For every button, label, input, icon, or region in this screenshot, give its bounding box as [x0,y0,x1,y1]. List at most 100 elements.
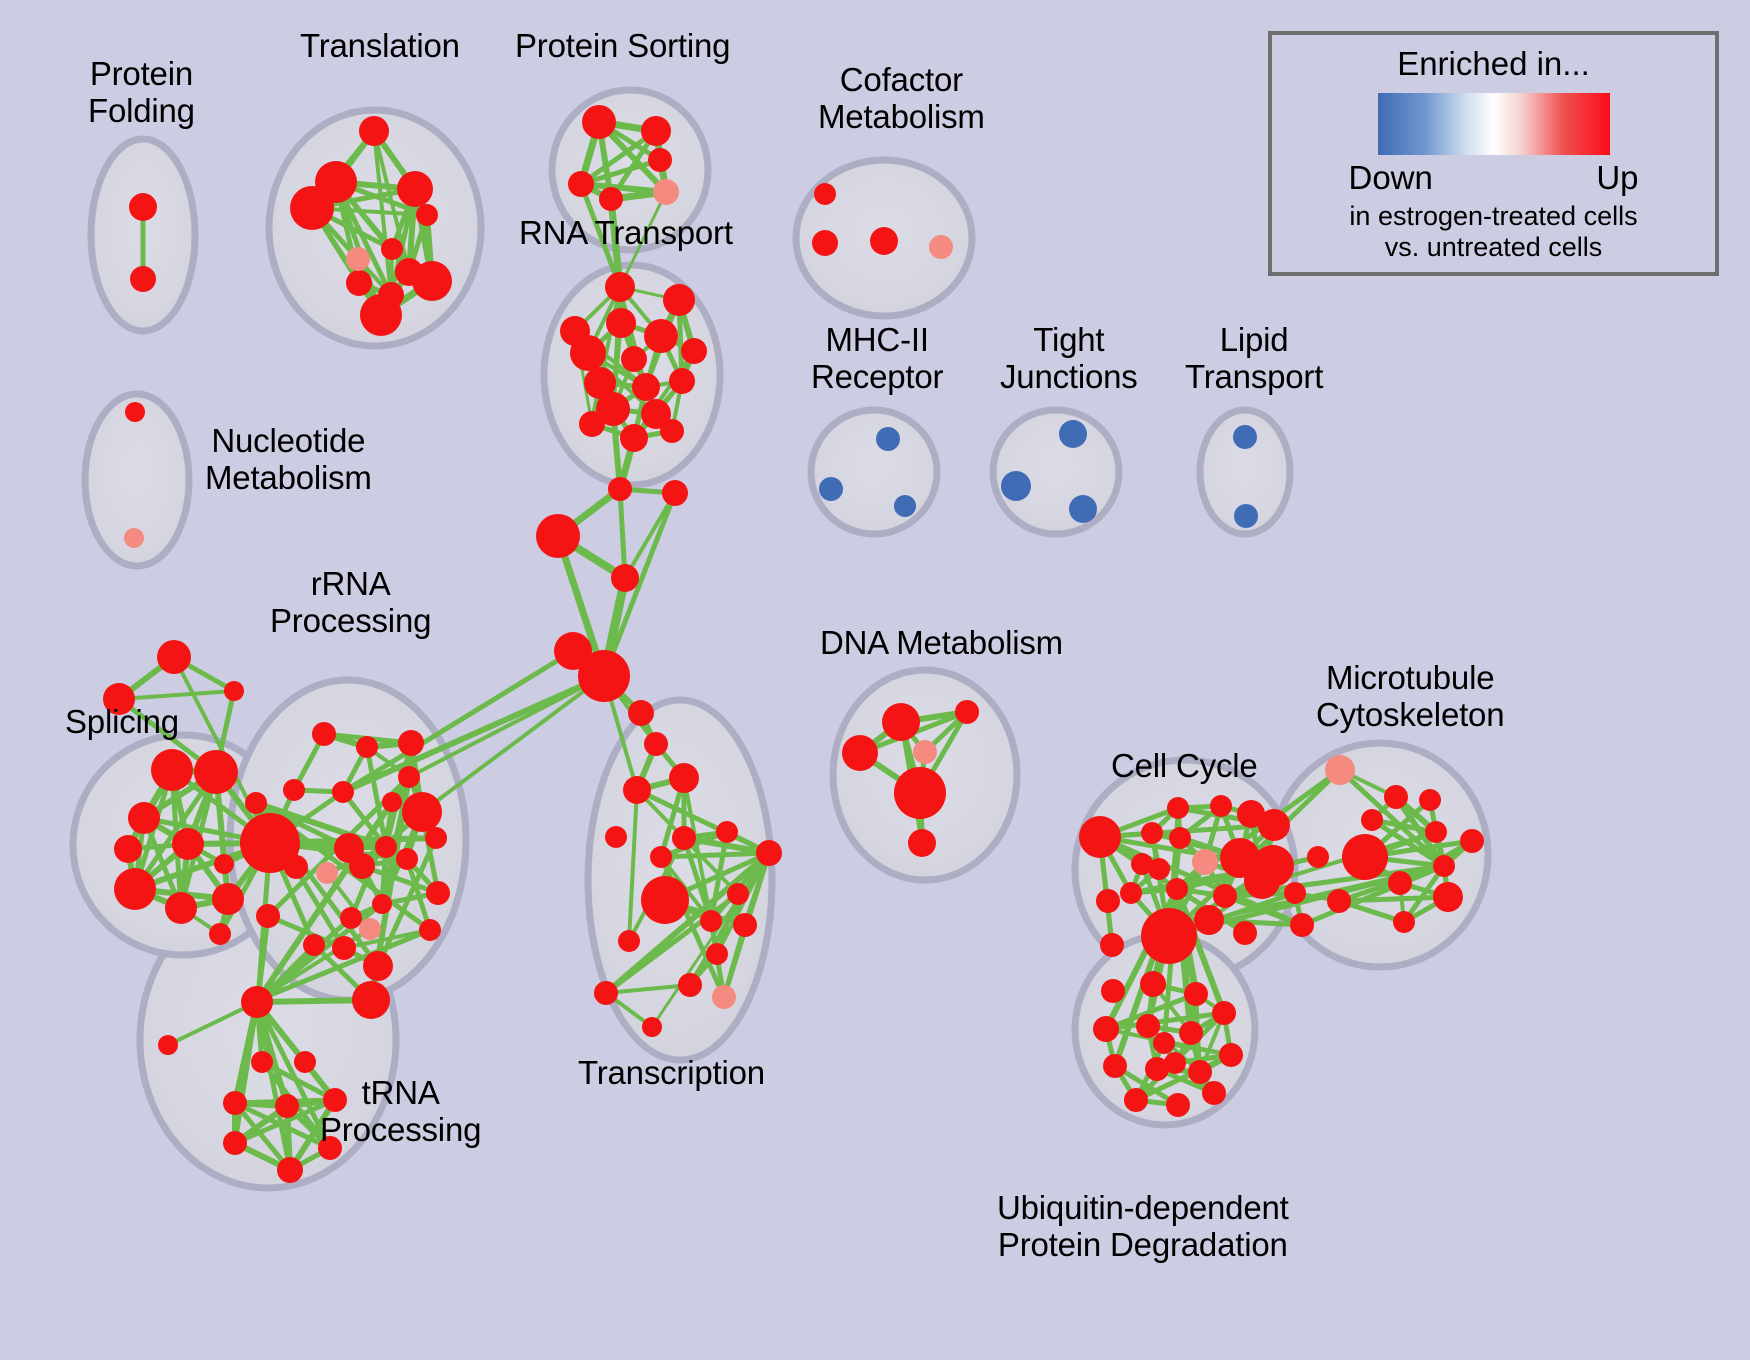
network-node[interactable] [1140,971,1166,997]
network-node[interactable] [397,171,433,207]
network-node[interactable] [1001,471,1031,501]
network-node[interactable] [103,683,135,715]
network-node[interactable] [1093,1016,1119,1042]
network-node[interactable] [340,907,362,929]
network-node[interactable] [332,781,354,803]
network-node[interactable] [1120,882,1142,904]
network-node[interactable] [346,270,372,296]
network-node[interactable] [672,826,696,850]
network-node[interactable] [1188,1060,1212,1084]
network-node[interactable] [623,776,651,804]
network-node[interactable] [1419,789,1441,811]
network-node[interactable] [1166,878,1188,900]
network-node[interactable] [382,792,402,812]
network-node[interactable] [1210,795,1232,817]
network-node[interactable] [876,427,900,451]
network-node[interactable] [356,736,378,758]
network-node[interactable] [756,840,782,866]
network-node[interactable] [642,1017,662,1037]
network-node[interactable] [412,261,452,301]
network-node[interactable] [1141,908,1197,964]
network-node[interactable] [1284,882,1306,904]
network-node[interactable] [125,402,145,422]
network-node[interactable] [727,883,749,905]
network-node[interactable] [681,338,707,364]
network-node[interactable] [1169,827,1191,849]
network-node[interactable] [870,227,898,255]
network-node[interactable] [1136,1014,1160,1038]
network-node[interactable] [416,204,438,226]
network-node[interactable] [312,722,336,746]
network-node[interactable] [294,1051,316,1073]
network-node[interactable] [128,802,160,834]
network-node[interactable] [641,116,671,146]
network-node[interactable] [1164,1052,1186,1074]
network-node[interactable] [224,681,244,701]
network-node[interactable] [1131,853,1153,875]
network-node[interactable] [1425,821,1447,843]
network-node[interactable] [1179,1021,1203,1045]
network-node[interactable] [712,985,736,1009]
network-node[interactable] [194,750,238,794]
network-node[interactable] [303,934,325,956]
network-node[interactable] [1212,1001,1236,1025]
network-node[interactable] [716,821,738,843]
network-node[interactable] [165,892,197,924]
network-node[interactable] [611,564,639,592]
network-node[interactable] [114,868,156,910]
network-node[interactable] [372,894,392,914]
network-node[interactable] [402,792,442,832]
network-node[interactable] [641,399,671,429]
network-node[interactable] [425,827,447,849]
network-node[interactable] [1234,504,1258,528]
network-node[interactable] [346,247,370,271]
network-node[interactable] [426,881,450,905]
network-node[interactable] [1059,420,1087,448]
network-node[interactable] [554,632,592,670]
network-node[interactable] [1124,1088,1148,1112]
network-node[interactable] [894,495,916,517]
network-node[interactable] [1184,982,1208,1006]
network-node[interactable] [929,235,953,259]
network-node[interactable] [605,272,635,302]
network-node[interactable] [842,735,878,771]
network-node[interactable] [1096,889,1120,913]
network-node[interactable] [1258,809,1290,841]
network-node[interactable] [1153,1032,1175,1054]
network-node[interactable] [129,193,157,221]
network-node[interactable] [819,477,843,501]
network-node[interactable] [913,740,937,764]
network-node[interactable] [644,732,668,756]
network-node[interactable] [1213,884,1237,908]
network-node[interactable] [1327,889,1351,913]
network-node[interactable] [360,294,402,336]
network-node[interactable] [114,835,142,863]
network-node[interactable] [223,1131,247,1155]
network-node[interactable] [1244,863,1280,899]
network-node[interactable] [1141,822,1163,844]
network-node[interactable] [578,650,630,702]
network-node[interactable] [894,767,946,819]
network-node[interactable] [1100,933,1124,957]
network-node[interactable] [316,862,338,884]
network-node[interactable] [157,640,191,674]
network-node[interactable] [212,883,244,915]
network-node[interactable] [223,1091,247,1115]
network-node[interactable] [1393,911,1415,933]
network-node[interactable] [678,973,702,997]
network-node[interactable] [669,368,695,394]
network-node[interactable] [352,981,390,1019]
network-node[interactable] [608,477,632,501]
network-node[interactable] [621,346,647,372]
network-node[interactable] [363,951,393,981]
network-node[interactable] [599,187,623,211]
network-node[interactable] [1103,1054,1127,1078]
network-node[interactable] [706,943,728,965]
network-node[interactable] [256,904,280,928]
network-node[interactable] [381,238,403,260]
network-node[interactable] [733,913,757,937]
network-node[interactable] [1433,855,1455,877]
network-node[interactable] [209,923,231,945]
network-node[interactable] [1219,1043,1243,1067]
network-node[interactable] [596,392,630,426]
